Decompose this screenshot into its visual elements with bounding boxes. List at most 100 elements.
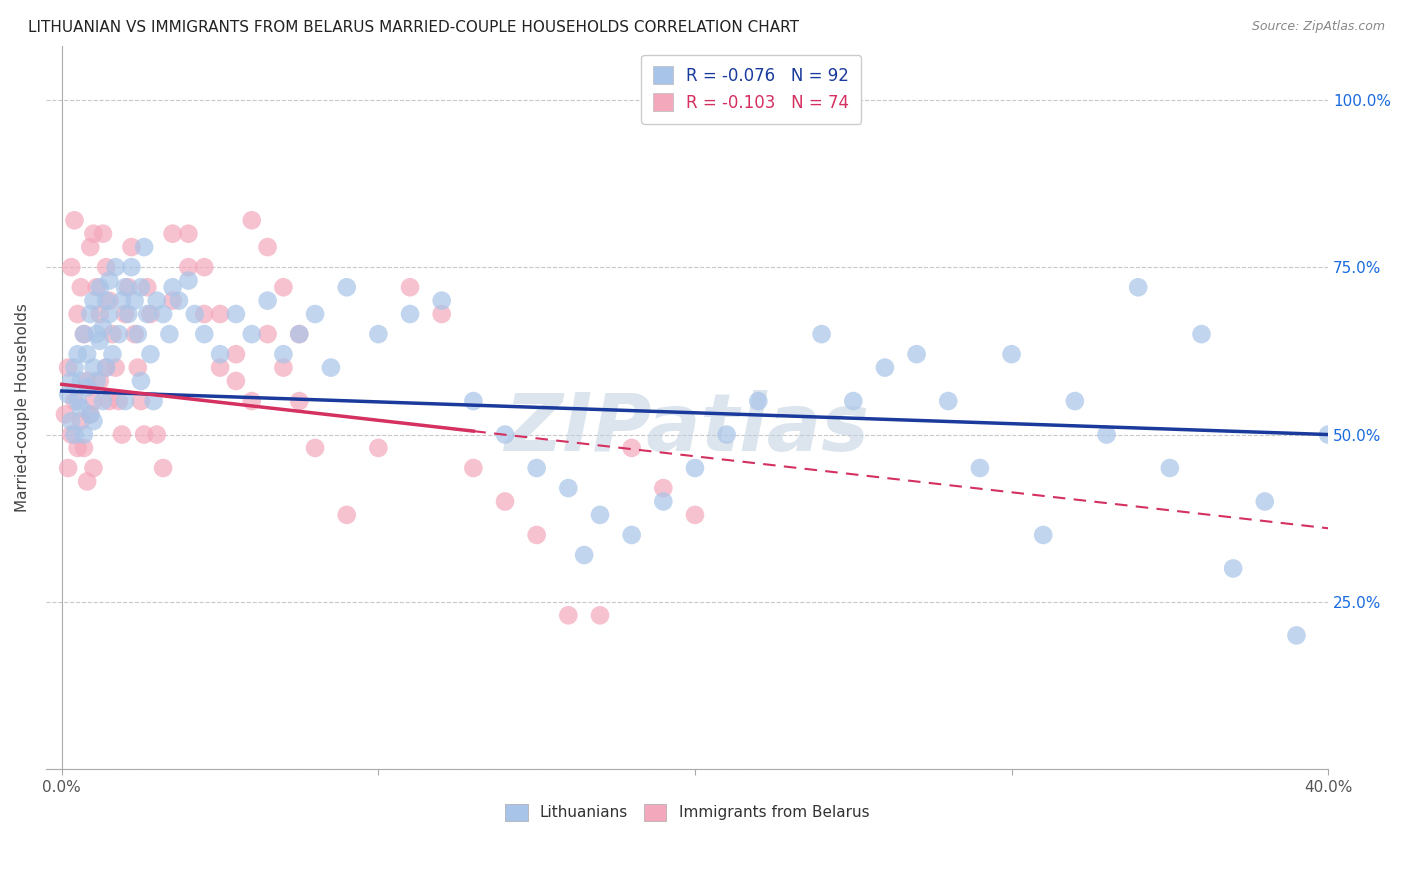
Point [82,394,104,409]
Point [1317,427,1340,442]
Legend: Lithuanians, Immigrants from Belarus: Lithuanians, Immigrants from Belarus [499,797,876,827]
Point [91,227,114,241]
Point [652,494,675,508]
Point [152,307,174,321]
Point [209,307,232,321]
Text: ZIPatlas: ZIPatlas [505,391,869,468]
Point [60,427,83,442]
Point [152,461,174,475]
Point [620,528,643,542]
Point [124,327,146,342]
Point [225,374,247,388]
Point [69,414,91,428]
Point [273,347,295,361]
Point [132,240,155,254]
Point [463,394,485,409]
Point [73,441,96,455]
Point [129,280,152,294]
Point [716,427,738,442]
Point [399,280,422,294]
Point [63,360,86,375]
Point [73,327,96,342]
Point [127,360,149,375]
Point [86,374,108,388]
Point [79,408,101,422]
Point [193,327,215,342]
Point [120,260,142,275]
Point [66,441,89,455]
Point [683,461,706,475]
Point [89,307,111,321]
Point [94,360,117,375]
Point [873,360,896,375]
Point [101,327,124,342]
Point [430,293,453,308]
Point [162,227,184,241]
Point [98,394,121,409]
Point [273,280,295,294]
Point [1191,327,1213,342]
Point [288,327,311,342]
Point [273,360,295,375]
Point [98,274,121,288]
Point [132,427,155,442]
Point [136,307,159,321]
Point [526,461,548,475]
Point [399,307,422,321]
Point [104,360,127,375]
Point [177,260,200,275]
Point [193,260,215,275]
Point [79,240,101,254]
Point [193,307,215,321]
Point [60,260,83,275]
Point [129,394,152,409]
Point [494,427,516,442]
Point [146,293,169,308]
Point [256,240,278,254]
Point [107,327,129,342]
Point [76,381,98,395]
Point [139,307,162,321]
Point [177,274,200,288]
Point [91,394,114,409]
Point [101,347,124,361]
Point [120,240,142,254]
Point [209,360,232,375]
Point [969,461,991,475]
Point [162,280,184,294]
Point [82,360,104,375]
Point [82,461,104,475]
Point [60,374,83,388]
Point [79,408,101,422]
Point [139,347,162,361]
Point [60,414,83,428]
Point [240,213,263,227]
Point [124,293,146,308]
Point [69,401,91,415]
Point [620,441,643,455]
Point [142,394,165,409]
Point [1128,280,1150,294]
Point [111,293,134,308]
Point [167,293,190,308]
Point [66,394,89,409]
Point [225,347,247,361]
Point [430,307,453,321]
Point [810,327,832,342]
Point [572,548,595,562]
Point [98,307,121,321]
Point [63,427,86,442]
Point [146,427,169,442]
Point [82,414,104,428]
Point [107,394,129,409]
Point [86,327,108,342]
Point [69,374,91,388]
Point [1222,561,1244,575]
Point [304,307,326,321]
Point [56,387,79,401]
Point [683,508,706,522]
Point [117,280,139,294]
Point [526,528,548,542]
Point [162,293,184,308]
Point [89,280,111,294]
